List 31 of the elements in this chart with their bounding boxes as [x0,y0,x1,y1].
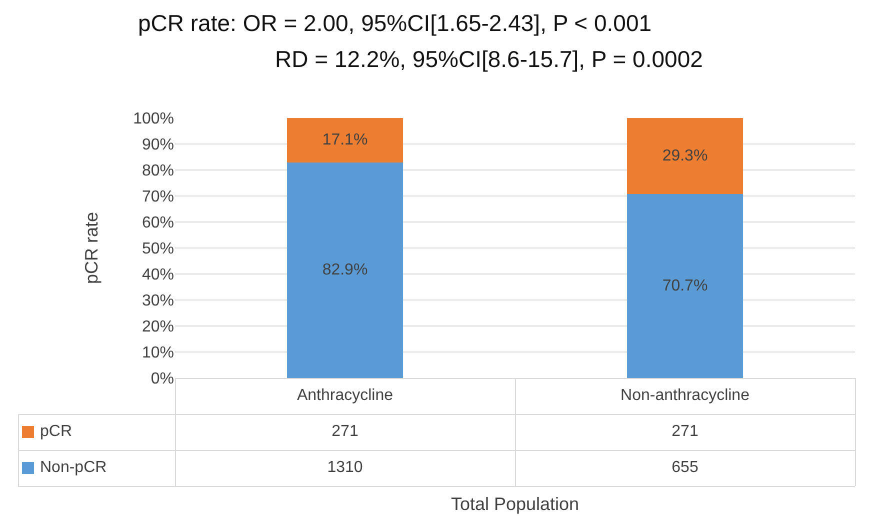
y-tick-label: 80% [142,162,174,180]
y-tick-label: 0% [150,370,174,388]
bar [627,118,743,194]
y-tick-label: 70% [142,188,174,206]
text: 1310 [326,458,364,478]
legend-label: pCR [40,423,72,441]
x-tick-label: Anthracycline [296,386,394,406]
text: 271 [330,422,360,442]
x-tick-label: Non-anthracycline [620,386,750,406]
data-label: 70.7% [662,278,708,295]
y-tick-label: 60% [142,214,174,232]
bar [627,194,743,378]
chart-subtitle: RD = 12.2%, 95%CI[8.6-15.7], P = 0.0002 [275,46,703,73]
text: 655 [670,458,700,478]
legend-label: Non-pCR [40,459,107,477]
x-axis-title: Total Population [450,492,580,516]
text: 271 [670,422,700,442]
y-tick-label: 40% [142,266,174,284]
y-tick-label: 50% [142,240,174,258]
y-tick-label: 90% [142,136,174,154]
bar [287,162,403,378]
y-tick-label: 30% [142,292,174,310]
chart-title: pCR rate: OR = 2.00, 95%CI[1.65-2.43], P < 0.001 [138,10,652,37]
y-tick-label: 10% [142,344,174,362]
data-label: 17.1% [322,132,368,149]
y-tick-label: 20% [142,318,174,336]
y-tick-label: 100% [133,110,174,128]
bar [287,118,403,162]
data-label: 29.3% [662,148,708,165]
y-axis-title: pCR rate [81,212,102,284]
data-label: 82.9% [322,262,368,279]
